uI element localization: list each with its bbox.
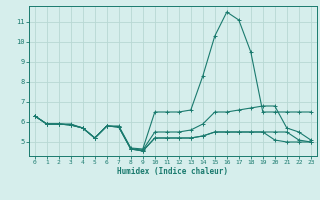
X-axis label: Humidex (Indice chaleur): Humidex (Indice chaleur) [117,167,228,176]
